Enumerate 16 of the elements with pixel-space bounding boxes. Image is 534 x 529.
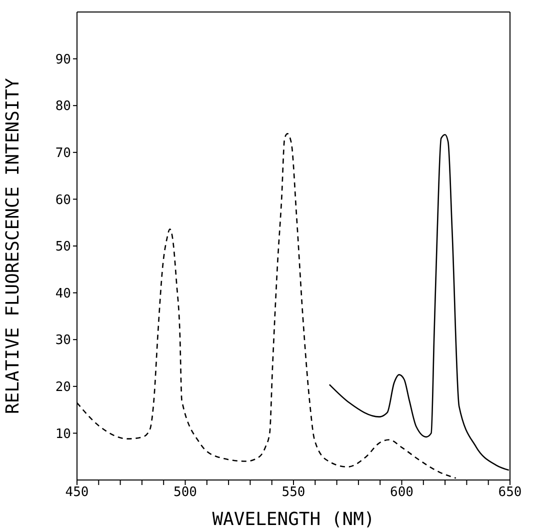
y-tick-label: 50 (55, 240, 71, 255)
y-tick-label: 80 (55, 99, 71, 114)
y-tick-label: 10 (55, 426, 71, 442)
x-tick-label: 650 (498, 485, 522, 500)
x-tick-label: 500 (174, 485, 197, 500)
y-tick-label: 70 (55, 146, 71, 162)
y-tick-label: 60 (55, 192, 71, 208)
y-tick-label: 30 (55, 333, 71, 348)
y-tick-label: 90 (55, 52, 71, 68)
x-tick-label: 550 (282, 485, 306, 500)
y-tick-label: 20 (55, 380, 71, 396)
y-axis-title: RELATIVE FLUORESCENCE INTENSITY (2, 78, 24, 414)
x-tick-label: 450 (65, 485, 89, 500)
x-tick-label: 600 (390, 485, 414, 500)
x-axis-title: WAVELENGTH (NM) (212, 509, 375, 529)
y-tick-label: 40 (55, 286, 71, 302)
